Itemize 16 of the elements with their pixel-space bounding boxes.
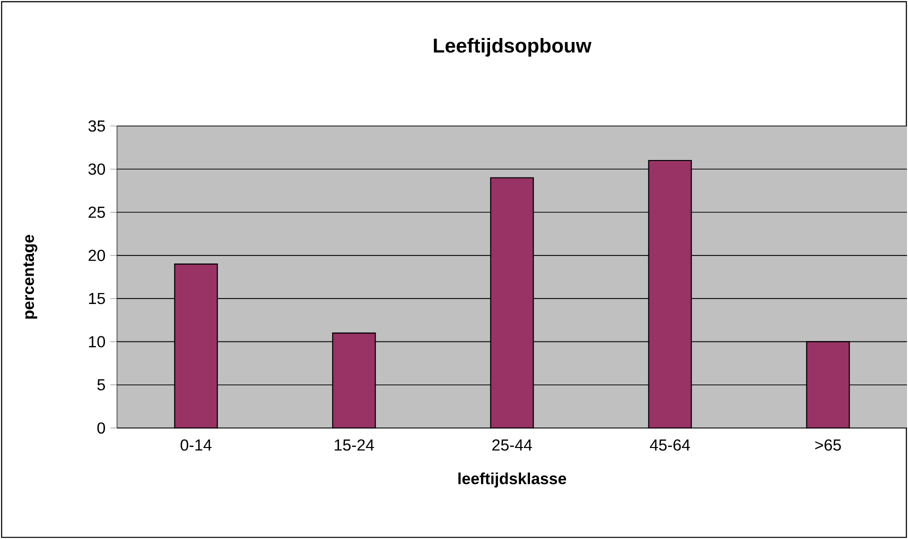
x-tick-label: 45-64 (650, 439, 690, 451)
x-tick-label: 0-14 (180, 439, 212, 451)
y-tick-label: 20 (88, 250, 106, 262)
y-tick-label: 0 (97, 422, 106, 434)
y-tick-label: 10 (89, 336, 106, 348)
y-tick-label: 25 (88, 206, 105, 218)
y-tick-label: 30 (88, 163, 106, 175)
x-axis-title: leeftijdsklasse (458, 472, 566, 488)
x-tick-label: 15-24 (334, 439, 374, 451)
y-tick-label: 15 (89, 292, 105, 304)
y-tick-label: 5 (97, 379, 105, 390)
x-tick-label: >65 (815, 439, 841, 451)
y-tick-label: 35 (88, 120, 105, 132)
x-tick-label: 25-44 (492, 439, 532, 451)
y-axis-title: percentage (23, 234, 38, 319)
chart-title: Leeftijdsopbouw (434, 38, 592, 57)
